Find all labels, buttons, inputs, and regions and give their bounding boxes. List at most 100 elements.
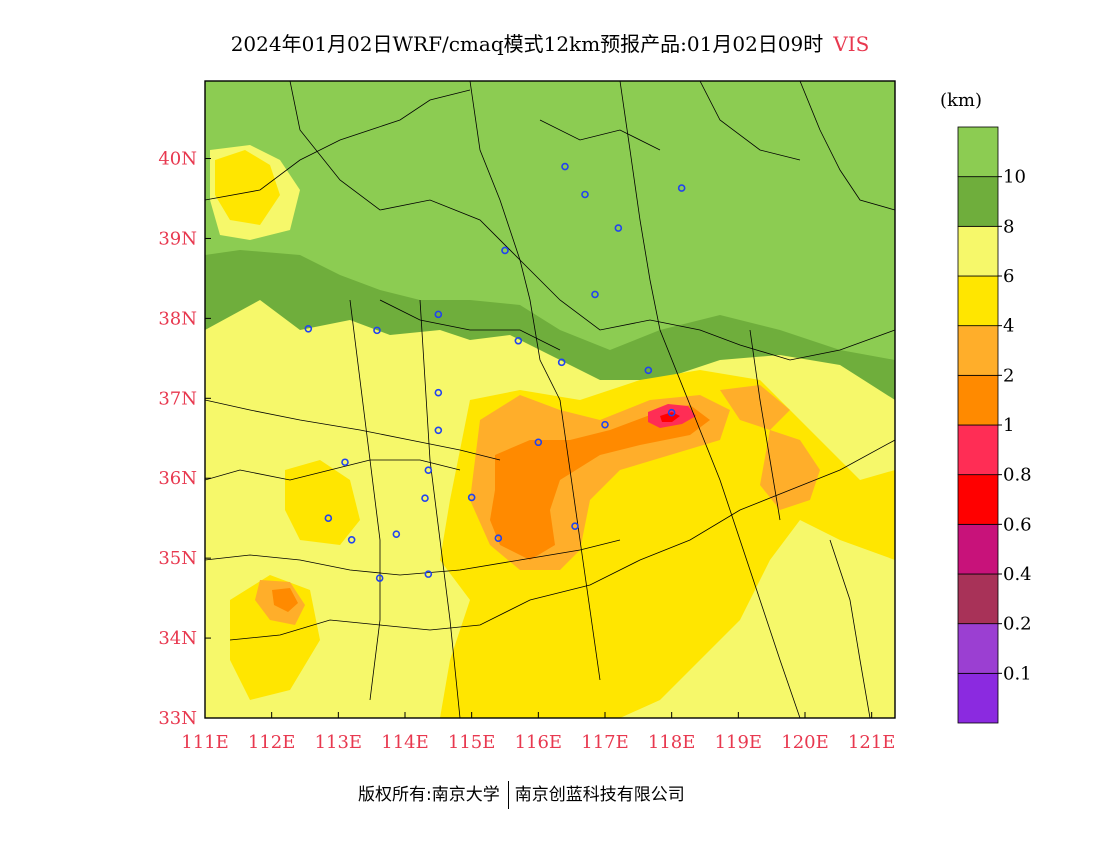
lat-tick-label: 39N bbox=[158, 228, 197, 249]
city-marker bbox=[557, 358, 566, 367]
colorbar-label: 2 bbox=[1003, 365, 1014, 386]
city-marker bbox=[373, 326, 381, 335]
colorbar-label: 10 bbox=[1003, 167, 1026, 188]
colorbar-label: 0.4 bbox=[1003, 564, 1032, 585]
colorbar-label: 0.6 bbox=[1003, 514, 1032, 535]
city-marker bbox=[434, 388, 443, 397]
colorbar-label: 1 bbox=[1003, 415, 1014, 436]
city-marker bbox=[571, 522, 579, 530]
vis-region-band-4-6-west bbox=[285, 460, 360, 545]
boundary-line bbox=[229, 439, 895, 641]
lon-tick-label: 121E bbox=[848, 732, 896, 753]
colorbar-label: 0.8 bbox=[1003, 465, 1032, 486]
title-main: 2024年01月02日WRF/cmaq模式12km预报产品:01月02日09时 bbox=[230, 32, 824, 56]
boundary-line bbox=[469, 81, 561, 401]
colorbar-swatch bbox=[957, 623, 999, 674]
chart-title: 2024年01月02日WRF/cmaq模式12km预报产品:01月02日09时 V… bbox=[0, 28, 1100, 57]
visibility-fill-regions bbox=[205, 145, 895, 718]
title-variable: VIS bbox=[833, 32, 870, 56]
city-marker bbox=[467, 493, 476, 502]
lon-tick-label: 117E bbox=[581, 732, 629, 753]
colorbar-swatch bbox=[957, 374, 999, 426]
copyright-right: 南京创蓝科技有限公司 bbox=[514, 785, 685, 805]
longitude-axis: 111E 112E 113E 114E 115E 116E 117E 118E 119E 120E… bbox=[181, 712, 895, 753]
boundary-line bbox=[619, 81, 801, 718]
lon-tick-label: 114E bbox=[381, 732, 429, 753]
colorbar-swatch bbox=[957, 225, 999, 277]
city-marker bbox=[614, 224, 623, 232]
city-marker bbox=[561, 162, 569, 171]
city-marker bbox=[341, 458, 349, 467]
colorbar-swatch bbox=[957, 176, 999, 227]
lon-tick-label: 118E bbox=[648, 732, 696, 753]
city-marker bbox=[494, 534, 503, 542]
boundary-line bbox=[289, 81, 895, 361]
lon-tick-label: 116E bbox=[515, 732, 563, 753]
vis-region-band-2-4-northeast bbox=[720, 385, 790, 430]
city-marker bbox=[434, 426, 443, 435]
boundary-line bbox=[699, 81, 801, 161]
city-marker bbox=[581, 190, 589, 199]
colorbar-label: 4 bbox=[1003, 316, 1014, 337]
lon-tick-label: 112E bbox=[248, 732, 296, 753]
city-marker bbox=[375, 574, 384, 582]
colorbar-label: 0.2 bbox=[1003, 614, 1032, 635]
lat-tick-label: 36N bbox=[158, 468, 197, 489]
colorbar-swatch bbox=[957, 474, 999, 525]
city-marker bbox=[324, 514, 333, 522]
city-marker bbox=[534, 438, 543, 447]
colorbar-swatch bbox=[957, 325, 999, 376]
vis-region-band-1-2-main bbox=[490, 405, 710, 560]
city-marker bbox=[421, 494, 429, 503]
lat-tick-label: 35N bbox=[158, 548, 197, 569]
colorbar-label: 0.1 bbox=[1003, 663, 1032, 684]
map-frame bbox=[204, 80, 896, 719]
city-marker bbox=[304, 324, 313, 333]
city-marker bbox=[434, 310, 443, 319]
city-marker bbox=[677, 184, 686, 192]
lat-tick-label: 40N bbox=[158, 149, 197, 170]
colorbar-swatch bbox=[957, 523, 999, 575]
lon-tick-label: 113E bbox=[315, 732, 363, 753]
colorbar-swatch bbox=[957, 672, 999, 724]
boundary-line bbox=[799, 81, 895, 211]
city-marker bbox=[424, 570, 433, 578]
city-markers bbox=[304, 162, 686, 582]
city-marker bbox=[347, 535, 356, 544]
boundary-line bbox=[205, 459, 461, 481]
boundary-line bbox=[419, 299, 461, 718]
city-marker bbox=[591, 290, 599, 299]
colorbar-unit: (km) bbox=[940, 90, 983, 111]
vis-region-band-1-2-southwest bbox=[272, 588, 298, 612]
visibility-map bbox=[205, 81, 895, 718]
lat-tick-label: 38N bbox=[158, 308, 197, 329]
lat-tick-label: 34N bbox=[158, 628, 197, 649]
latitude-axis: 33N 34N 35N 36N 37N 38N 39N 40N bbox=[158, 149, 211, 729]
colorbar-swatch bbox=[957, 573, 999, 625]
city-marker bbox=[667, 408, 676, 417]
boundary-line bbox=[749, 329, 781, 521]
province-county-borders bbox=[205, 81, 895, 718]
lat-tick-label: 37N bbox=[158, 388, 197, 409]
lon-tick-label: 111E bbox=[181, 732, 229, 753]
city-marker bbox=[424, 466, 433, 475]
lat-tick-label: 33N bbox=[158, 708, 197, 729]
lon-tick-label: 119E bbox=[715, 732, 763, 753]
boundary-line bbox=[205, 399, 501, 461]
colorbar-label: 8 bbox=[1003, 216, 1014, 237]
city-marker bbox=[514, 336, 523, 345]
copyright-left: 版权所有:南京大学 bbox=[358, 785, 500, 805]
city-marker bbox=[501, 246, 509, 255]
boundary-line bbox=[559, 399, 601, 681]
colorbar-swatch bbox=[957, 126, 999, 178]
lon-tick-label: 115E bbox=[448, 732, 496, 753]
boundary-line bbox=[539, 119, 661, 151]
city-marker bbox=[644, 366, 653, 375]
city-marker bbox=[392, 530, 401, 538]
lon-tick-label: 120E bbox=[781, 732, 829, 753]
boundary-line bbox=[829, 539, 871, 718]
city-marker bbox=[601, 420, 609, 429]
colorbar-label: 6 bbox=[1003, 266, 1014, 287]
boundary-line bbox=[205, 89, 471, 201]
